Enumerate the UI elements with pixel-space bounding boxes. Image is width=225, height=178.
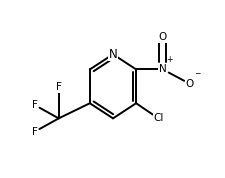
Text: F: F xyxy=(32,100,37,110)
Text: O: O xyxy=(158,32,166,42)
Text: −: − xyxy=(194,69,200,78)
Text: F: F xyxy=(56,82,61,92)
Text: +: + xyxy=(166,55,172,64)
Text: O: O xyxy=(184,79,193,89)
Text: N: N xyxy=(108,48,117,61)
Text: F: F xyxy=(32,127,37,137)
Text: Cl: Cl xyxy=(153,113,163,123)
Text: N: N xyxy=(158,64,166,74)
